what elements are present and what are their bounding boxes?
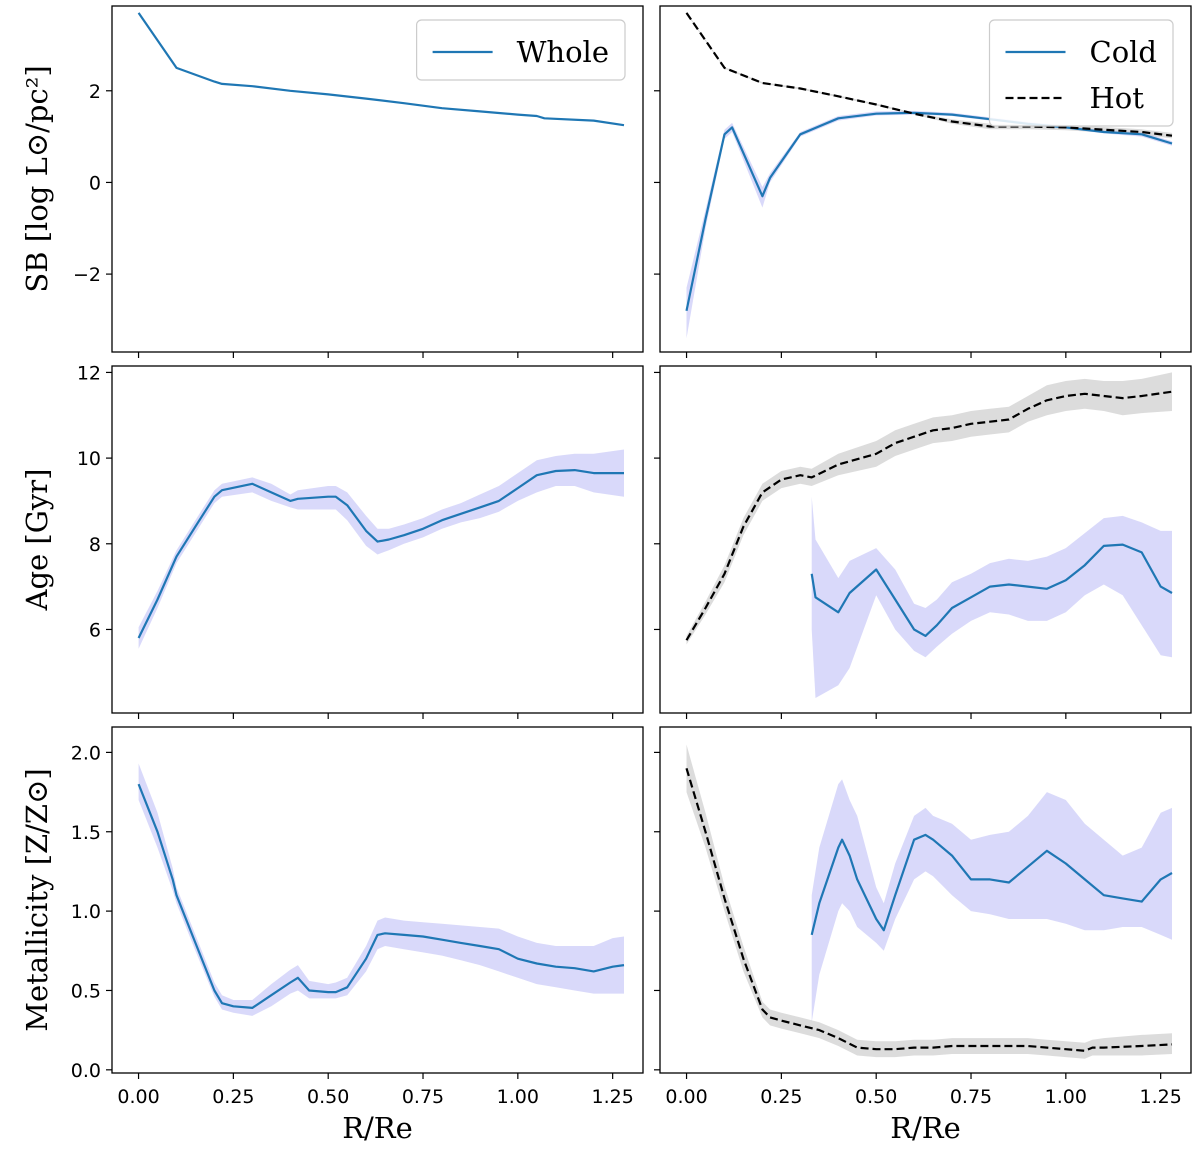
y-tick-label: 12	[77, 362, 101, 384]
axes-frame	[111, 365, 644, 714]
series-line-cold	[810, 833, 1173, 936]
x-tick-label: 0.25	[212, 1086, 254, 1108]
band-whole	[138, 763, 624, 1016]
axes-frame	[111, 5, 644, 353]
panel-metallicity-right: 0.00 0.25 0.50 0.75 1.00 1.25	[654, 726, 1192, 1108]
y-tick-label: 8	[89, 534, 101, 556]
plot-area	[685, 12, 1173, 339]
x-tick-label: 0.25	[760, 1086, 802, 1108]
axes-frame	[659, 5, 1192, 353]
panel-sb-left: −2 0 2	[73, 5, 644, 358]
legend-0-1: Cold Hot	[988, 19, 1174, 127]
legend-label-whole: Whole	[517, 35, 609, 69]
axes-frame	[659, 726, 1192, 1074]
series-line-hot	[685, 390, 1173, 641]
axes-frame	[659, 365, 1192, 714]
y-tick-label: 2	[89, 81, 101, 103]
x-tick-label: 0.50	[307, 1086, 349, 1108]
series-line-hot	[685, 12, 1173, 137]
y-tick-label: 1.5	[71, 822, 101, 844]
band-cold	[686, 110, 1172, 339]
x-tick-label: 0.75	[950, 1086, 992, 1108]
y-tick-label: 10	[77, 448, 101, 470]
x-axis-title-right: R/Re	[890, 1111, 961, 1145]
y-tick-label: 0	[89, 172, 101, 194]
y-tick-label: 6	[89, 619, 101, 641]
panel-sb-right	[654, 5, 1192, 358]
y-tick-label: −2	[73, 264, 101, 286]
series-line-age	[137, 469, 624, 639]
x-tick-label: 1.00	[1045, 1086, 1087, 1108]
band-cold	[811, 779, 1172, 1023]
x-tick-label: 0.75	[402, 1086, 444, 1108]
plot-area	[685, 744, 1173, 1059]
plot-area	[137, 12, 625, 127]
x-tick-label: 1.25	[592, 1086, 634, 1108]
y-axis-title-metallicity: Metallicity [Z/Z⊙]	[20, 768, 54, 1031]
legend-frame	[416, 19, 626, 81]
y-axis-title-age: Age [Gyr]	[20, 469, 54, 612]
series-line-cold	[685, 111, 1173, 312]
plot-area	[685, 372, 1173, 698]
y-axis-title-sb: SB [log L⊙/pc²]	[20, 65, 54, 292]
panel-age-right	[654, 365, 1192, 719]
x-axis-title-left: R/Re	[342, 1111, 413, 1145]
series-line-cold	[810, 543, 1173, 638]
y-tick-label: 0.5	[71, 980, 101, 1002]
x-tick-label: 1.25	[1140, 1086, 1182, 1108]
band-hot	[686, 372, 1172, 645]
band-cold	[811, 496, 1172, 698]
legend-label-cold: Cold	[1090, 35, 1158, 69]
plot-area	[137, 763, 625, 1016]
plot-area	[137, 449, 624, 649]
x-tick-label: 0.00	[665, 1086, 707, 1108]
x-tick-label: 0.50	[855, 1086, 897, 1108]
series-line-metallicity	[137, 783, 625, 1010]
y-tick-label: 0.0	[71, 1060, 101, 1082]
series-line-hot	[685, 767, 1173, 1052]
series-line-whole	[137, 12, 625, 127]
x-tick-label: 1.00	[497, 1086, 539, 1108]
panel-metallicity-left: 0.00 0.25 0.50 0.75 1.00 1.25 0.0 0.5 1.0 1.5 2.0	[71, 726, 644, 1108]
y-tick-label: 2.0	[71, 742, 101, 764]
legend-0-0: Whole	[416, 19, 626, 81]
band-whole	[138, 449, 624, 649]
panel-age-left: 6 8 10 12	[77, 362, 644, 719]
y-tick-label: 1.0	[71, 901, 101, 923]
axes-frame	[111, 726, 644, 1074]
legend-frame	[988, 19, 1174, 127]
x-tick-label: 0.00	[117, 1086, 159, 1108]
legend-label-hot: Hot	[1090, 81, 1145, 115]
